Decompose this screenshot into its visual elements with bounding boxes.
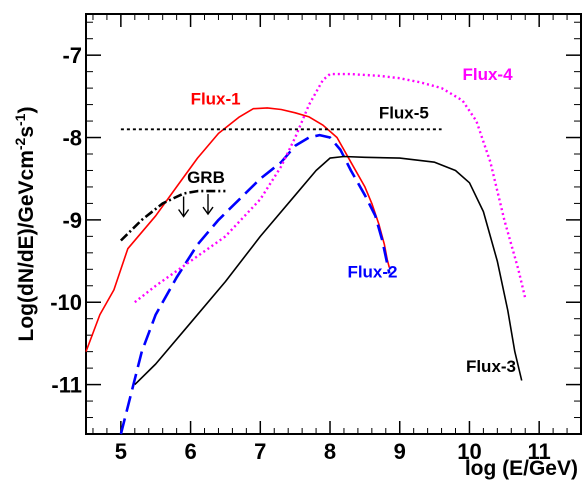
x-axis-ticks: 5 6 7 8 9 10 11 — [92, 14, 582, 464]
series-label-flux-3: Flux-3 — [466, 357, 516, 376]
series-line-flux-3 — [134, 155, 523, 386]
upper-limit-arrow-head — [178, 209, 190, 218]
upper-limit-arrow — [178, 196, 190, 218]
plot-frame — [85, 13, 582, 435]
y-axis-title: Log(dN/dE)/GeVcm-2s-1) — [12, 107, 38, 342]
y-axis-title-main: Log(dN/dE)/GeVcm — [15, 150, 38, 341]
series-line-grb — [119, 189, 226, 242]
x-tick-label: 8 — [324, 439, 336, 464]
upper-limit-arrow-head — [202, 206, 214, 216]
series-label-flux-5: Flux-5 — [379, 104, 429, 123]
y-axis-title-end: ) — [15, 107, 38, 114]
x-tick-label: 5 — [115, 439, 127, 464]
series-labels: Flux-1 Flux-2 Flux-3 Flux-4 Flux-5 GRB — [187, 65, 516, 376]
y-tick-label: -7 — [62, 43, 82, 68]
x-axis-title: log (E/GeV) — [465, 457, 578, 480]
upper-limit-arrow — [202, 194, 214, 216]
series-line-flux-1 — [85, 107, 391, 352]
y-tick-label: -11 — [51, 373, 82, 398]
y-tick-label: -9 — [62, 208, 82, 233]
x-tick-label: 7 — [254, 439, 266, 464]
y-tick-label: -8 — [62, 126, 82, 151]
series-line-flux-2 — [119, 133, 391, 435]
x-tick-label: 6 — [184, 439, 196, 464]
series-label-flux-2: Flux-2 — [347, 263, 397, 282]
series-layer — [85, 72, 527, 435]
y-axis-title-sup1: -2 — [12, 137, 28, 150]
series-label-flux-1: Flux-1 — [191, 90, 241, 109]
x-tick-label: 10 — [457, 439, 481, 464]
series-label-flux-4: Flux-4 — [462, 65, 513, 84]
y-tick-label: -10 — [50, 290, 82, 315]
x-tick-label: 9 — [394, 439, 406, 464]
y-axis-title-mid: s — [15, 126, 38, 138]
series-label-grb: GRB — [187, 168, 225, 187]
y-axis-ticks: -7 -8 -9 -10 -11 — [50, 21, 581, 435]
x-tick-label: 11 — [528, 439, 551, 464]
y-axis-title-sup2: -1 — [12, 113, 28, 126]
